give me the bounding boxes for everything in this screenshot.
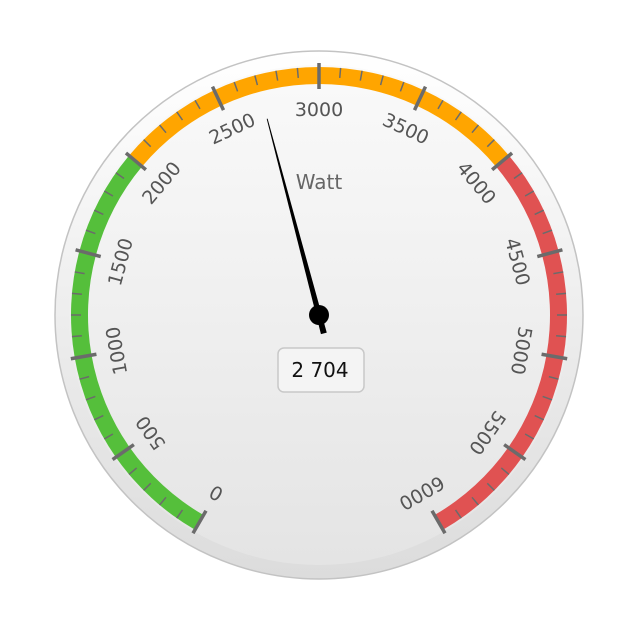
minor-tick (379, 75, 384, 86)
minor-tick (454, 509, 462, 519)
minor-tick (542, 395, 553, 401)
minor-tick (143, 139, 152, 148)
minor-tick (534, 414, 545, 421)
major-tick (111, 443, 135, 461)
minor-tick (275, 70, 279, 81)
minor-tick (486, 139, 495, 148)
minor-tick (524, 190, 535, 197)
minor-tick (176, 509, 184, 519)
needle-pointer (266, 118, 327, 335)
minor-tick (194, 99, 201, 110)
major-tick (124, 151, 147, 172)
gauge-needle (266, 118, 329, 335)
major-tick (541, 352, 568, 361)
minor-tick (359, 70, 363, 81)
minor-tick (500, 467, 510, 475)
minor-tick (233, 81, 239, 92)
minor-tick (338, 67, 342, 78)
minor-tick (143, 482, 152, 491)
major-ticks (70, 63, 568, 535)
minor-tick (74, 271, 85, 275)
band-2 (434, 155, 567, 530)
minor-tick (103, 190, 114, 197)
minor-tick (79, 375, 90, 380)
tick-label: 3000 (295, 99, 343, 121)
minor-tick (128, 467, 138, 475)
minor-tick (159, 496, 167, 506)
minor-tick (534, 209, 545, 216)
minor-ticks (71, 67, 567, 519)
major-tick (75, 248, 102, 259)
minor-tick (254, 75, 259, 86)
minor-tick (115, 172, 125, 180)
minor-tick (471, 124, 479, 134)
minor-tick (556, 334, 567, 338)
band-0 (70, 155, 204, 530)
minor-tick (399, 81, 405, 92)
needle-pivot (309, 305, 329, 325)
minor-tick (542, 229, 553, 235)
major-tick (536, 248, 563, 259)
minor-tick (103, 433, 114, 440)
minor-tick (513, 172, 523, 180)
value-box (277, 347, 365, 393)
minor-tick (85, 395, 96, 401)
minor-tick (176, 111, 184, 121)
minor-tick (71, 334, 82, 338)
major-tick (210, 85, 226, 111)
major-tick (412, 85, 428, 111)
major-tick (191, 509, 208, 535)
minor-tick (471, 496, 479, 506)
minor-tick (454, 111, 462, 121)
minor-tick (71, 292, 82, 296)
minor-tick (93, 209, 104, 216)
major-tick (430, 509, 447, 535)
minor-tick (93, 414, 104, 421)
band-1 (129, 66, 509, 167)
minor-tick (486, 482, 495, 491)
major-tick (503, 443, 527, 461)
minor-tick (524, 433, 535, 440)
color-bands (70, 66, 567, 530)
major-tick (491, 151, 514, 172)
minor-tick (553, 271, 564, 275)
minor-tick (85, 229, 96, 235)
minor-tick (159, 124, 167, 134)
value-readout: 2 704 (291, 358, 348, 382)
minor-tick (548, 375, 559, 380)
minor-tick (296, 67, 300, 78)
minor-tick (556, 292, 567, 296)
major-tick (70, 352, 97, 361)
unit-label: Watt (296, 170, 343, 194)
minor-tick (437, 99, 444, 110)
